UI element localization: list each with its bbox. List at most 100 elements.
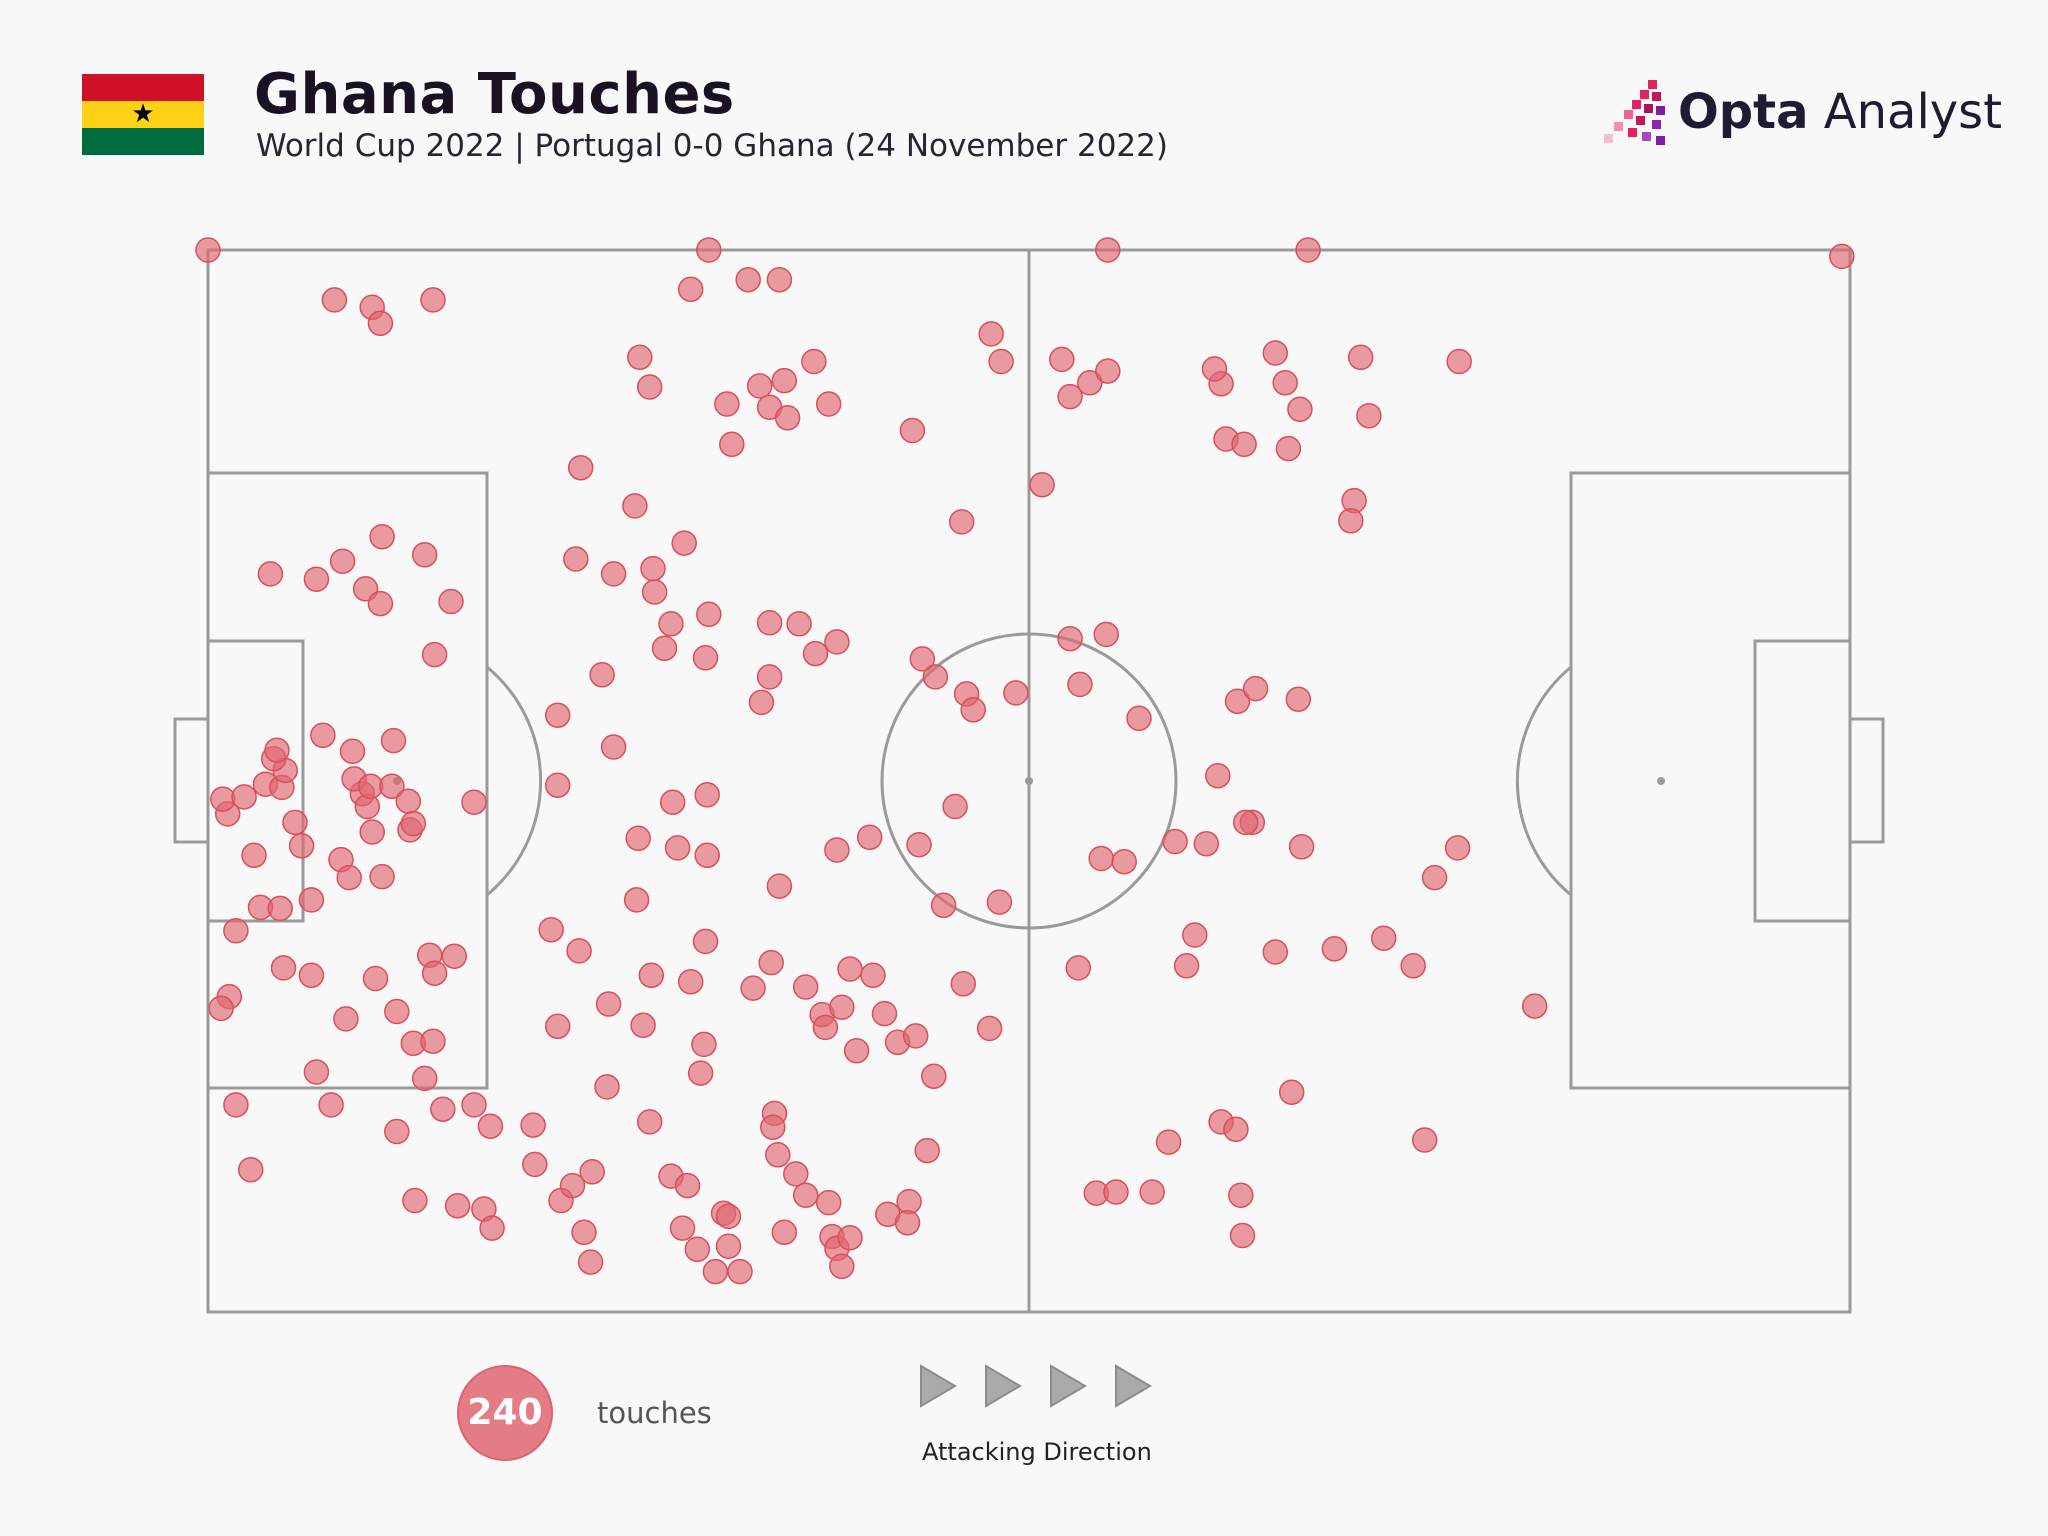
- touch-point: [684, 1236, 711, 1263]
- touch-point: [1242, 675, 1269, 702]
- touch-point: [837, 956, 863, 982]
- touch-point: [960, 697, 986, 723]
- touch-point: [630, 1012, 656, 1039]
- touch-point: [1288, 834, 1315, 860]
- touch-point: [595, 991, 622, 1017]
- centre-spot: [1025, 777, 1033, 785]
- touch-point: [921, 1063, 947, 1089]
- touch-point: [677, 968, 704, 995]
- touch-point: [600, 734, 627, 760]
- touch-point: [651, 635, 678, 662]
- touch-point: [1338, 508, 1364, 534]
- touch-point: [1262, 340, 1289, 366]
- right-penalty-arc: [1515, 665, 1572, 897]
- touch-point: [411, 1065, 438, 1092]
- right-goal: [1848, 717, 1885, 844]
- touch-point: [766, 873, 793, 899]
- touch-point: [771, 367, 798, 394]
- touch-point: [267, 895, 293, 922]
- touch-point: [802, 640, 829, 667]
- touch-point: [687, 1060, 714, 1086]
- touch-point: [1285, 686, 1312, 712]
- touch-point: [824, 837, 850, 863]
- touch-point: [438, 588, 464, 615]
- touch-point: [719, 431, 745, 458]
- touch-point: [1321, 936, 1348, 962]
- touch-point: [774, 405, 801, 431]
- touch-point: [1057, 383, 1083, 410]
- touch-point: [1521, 993, 1548, 1019]
- touch-point: [303, 1059, 330, 1085]
- touch-point: [566, 938, 592, 964]
- touch-point: [336, 864, 362, 891]
- touch-count-label: touches: [597, 1396, 712, 1430]
- touch-point: [1356, 402, 1382, 429]
- touch-point: [692, 928, 719, 955]
- flag-stripe-yellow: [82, 101, 204, 128]
- touch-point: [520, 1112, 546, 1138]
- touch-point: [400, 810, 427, 837]
- touch-point: [669, 1215, 696, 1241]
- left-penalty-arc: [486, 665, 543, 897]
- touch-point: [321, 287, 348, 313]
- touch-point: [589, 662, 615, 688]
- attacking-direction-label: Attacking Direction: [922, 1438, 1152, 1466]
- touch-point: [367, 590, 394, 617]
- touch-point: [658, 611, 684, 637]
- touch-point: [1347, 344, 1374, 371]
- centre-circle: [880, 632, 1178, 930]
- touch-point: [223, 917, 249, 944]
- touch-point: [664, 835, 691, 861]
- touch-point: [914, 1137, 940, 1164]
- touch-point: [871, 1000, 898, 1027]
- touch-point: [1077, 370, 1103, 396]
- touch-point: [674, 1172, 701, 1199]
- touch-point: [298, 887, 325, 913]
- touch-point: [538, 916, 564, 943]
- touch-point: [696, 237, 722, 263]
- touch-point: [696, 601, 722, 628]
- touch-point: [1411, 1127, 1438, 1153]
- touch-point: [544, 702, 571, 728]
- touch-point: [1370, 925, 1397, 951]
- ghana-flag: ★: [82, 74, 204, 155]
- touch-point: [786, 611, 812, 637]
- touch-point: [544, 772, 571, 798]
- flag-stripe-green: [82, 128, 204, 155]
- touch-point: [638, 962, 665, 989]
- touch-point: [231, 784, 257, 810]
- touch-point: [856, 824, 883, 851]
- touch-point: [579, 1159, 605, 1185]
- touch-point: [384, 998, 410, 1025]
- direction-arrow-icon: [920, 1364, 957, 1408]
- touch-point: [702, 1258, 729, 1285]
- touch-point: [1126, 705, 1152, 732]
- touch-point: [829, 1253, 855, 1280]
- touch-point: [430, 1096, 456, 1122]
- touch-point: [380, 727, 407, 754]
- touch-point: [563, 546, 589, 572]
- touch-point: [567, 454, 594, 481]
- touch-point: [270, 955, 297, 981]
- touch-point: [1162, 828, 1188, 855]
- touch-point: [783, 1161, 809, 1187]
- touch-point: [801, 348, 827, 375]
- touch-point: [765, 1142, 791, 1168]
- black-star-icon: ★: [131, 99, 155, 129]
- direction-arrow-icon: [1115, 1364, 1152, 1408]
- touch-point: [369, 523, 395, 550]
- touch-point: [756, 610, 783, 636]
- touch-point: [948, 509, 975, 535]
- touch-point: [1155, 1129, 1182, 1155]
- touch-point: [677, 276, 704, 303]
- touch-point: [1173, 953, 1200, 979]
- touch-point: [636, 374, 663, 400]
- touch-point: [1103, 1179, 1129, 1205]
- touch-point: [1093, 621, 1119, 648]
- touch-point: [740, 975, 766, 1001]
- touch-point: [1275, 435, 1302, 462]
- touch-point: [837, 1224, 863, 1251]
- touch-point: [986, 889, 1013, 915]
- touch-point: [282, 809, 308, 836]
- touch-point: [318, 1092, 344, 1118]
